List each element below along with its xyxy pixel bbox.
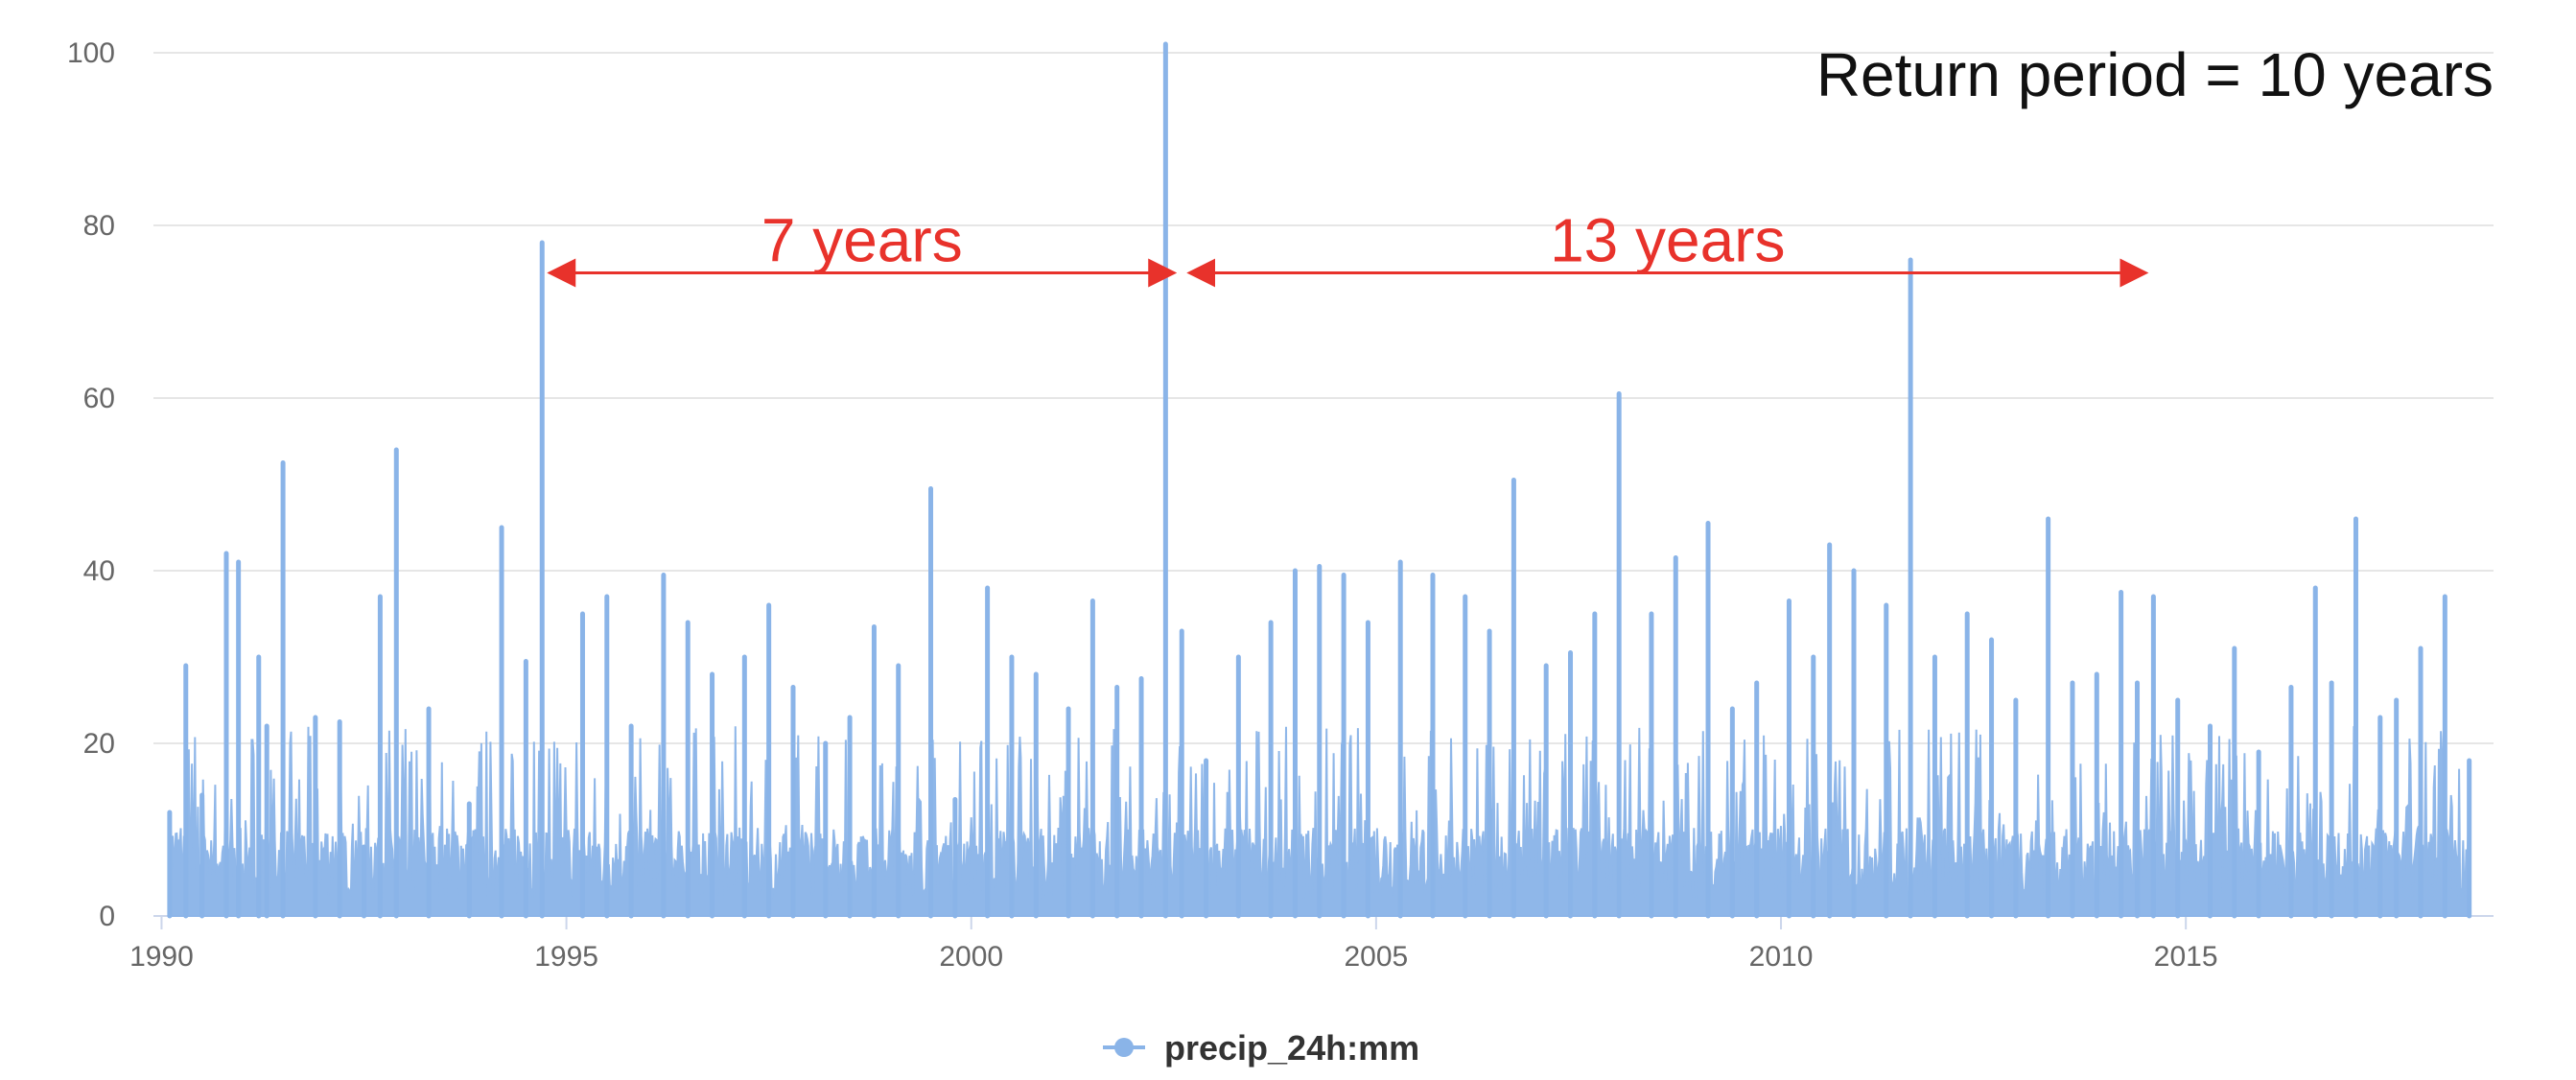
legend-series-label[interactable]: precip_24h:mm xyxy=(1164,1028,1419,1068)
y-tick-label-60: 60 xyxy=(83,383,115,414)
grid-lines xyxy=(153,52,2494,744)
annotation-label-2: 13 years xyxy=(1550,206,1785,275)
y-tick-label-100: 100 xyxy=(67,37,115,69)
x-tick-label-1990: 1990 xyxy=(129,941,194,973)
legend[interactable]: precip_24h:mm xyxy=(1103,1028,1419,1068)
y-tick-label-80: 80 xyxy=(83,210,115,242)
x-tick-label-2005: 2005 xyxy=(1345,941,1409,973)
annotation-label-1: 7 years xyxy=(761,206,963,275)
return-period-annotation: Return period = 10 years xyxy=(1816,40,2494,109)
x-tick-label-1995: 1995 xyxy=(534,941,598,973)
legend-marker-swatch xyxy=(1114,1038,1134,1057)
x-tick-label-2015: 2015 xyxy=(2154,941,2218,973)
annotations: 7 years 13 years xyxy=(547,206,2149,288)
y-tick-label-40: 40 xyxy=(83,555,115,587)
x-tick-label-2000: 2000 xyxy=(939,941,1003,973)
x-tick-label-2010: 2010 xyxy=(1749,941,1814,973)
y-tick-label-0: 0 xyxy=(99,901,115,932)
series-points-layer xyxy=(167,41,2472,919)
y-tick-label-20: 20 xyxy=(83,728,115,760)
